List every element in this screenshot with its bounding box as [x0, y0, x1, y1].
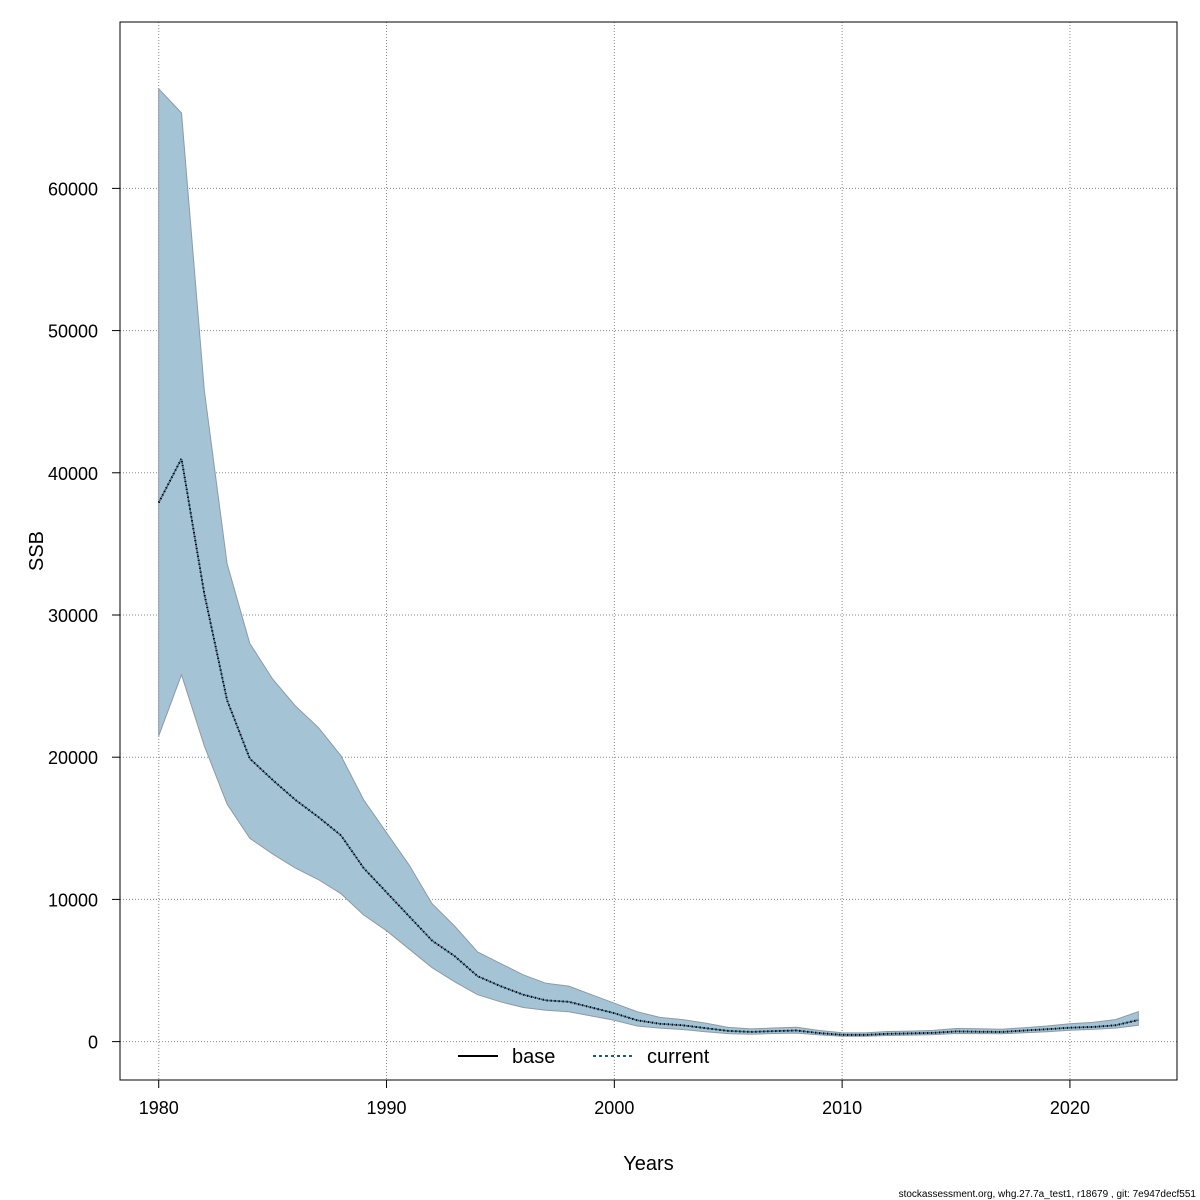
confidence-band	[158, 87, 1139, 1037]
plot-frame	[119, 21, 1178, 1081]
footer-credit: stockassessment.org, whg.27.7a_test1, r1…	[899, 1189, 1197, 1200]
x-tick-label: 2010	[822, 1098, 862, 1118]
y-axis: 0 10000 20000 30000 40000 50000 60000	[48, 179, 120, 1053]
legend: base current	[458, 1046, 710, 1068]
y-tick-label: 50000	[48, 322, 98, 342]
y-tick-label: 0	[88, 1033, 98, 1053]
legend-label-base: base	[512, 1046, 555, 1068]
y-tick-label: 60000	[48, 179, 98, 199]
x-axis-title: Years	[623, 1153, 673, 1175]
grid-lines	[120, 22, 1177, 1080]
y-tick-label: 30000	[48, 606, 98, 626]
x-tick-label: 1990	[367, 1098, 407, 1118]
x-tick-label: 2000	[594, 1098, 634, 1118]
y-tick-label: 20000	[48, 748, 98, 768]
y-axis-title: SSB	[26, 531, 48, 571]
y-tick-label: 40000	[48, 464, 98, 484]
series-line-base	[157, 455, 1139, 1036]
y-tick-label: 10000	[48, 890, 98, 910]
x-tick-label: 2020	[1050, 1098, 1090, 1118]
x-axis: 1980 1990 2000 2010 2020	[139, 1080, 1090, 1118]
legend-label-current: current	[647, 1046, 710, 1068]
x-tick-label: 1980	[139, 1098, 179, 1118]
